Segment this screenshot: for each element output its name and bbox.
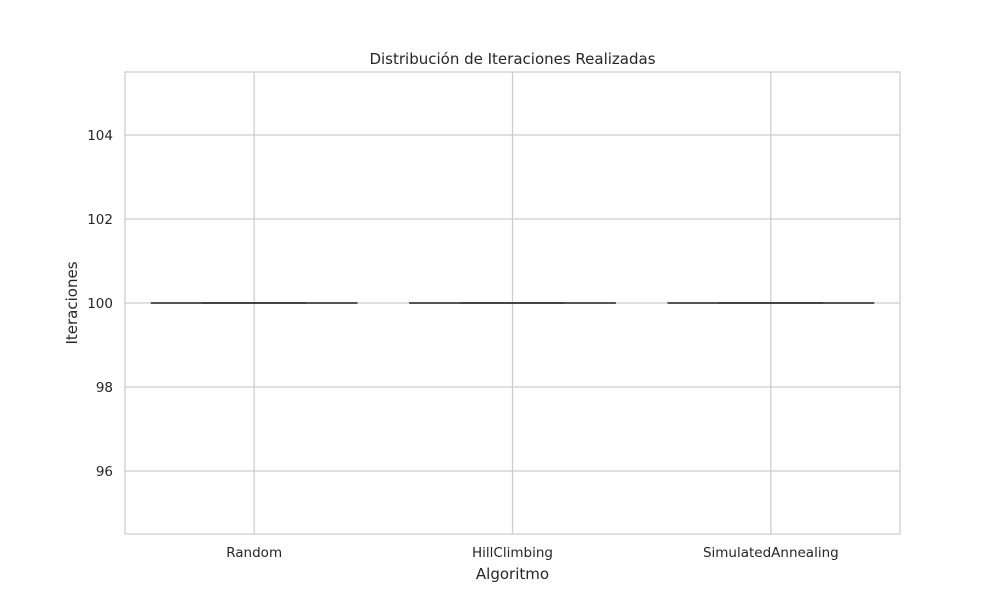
x-axis-label: Algoritmo — [476, 565, 549, 583]
y-tick-labels: 96 98 100 102 104 — [87, 128, 113, 480]
x-tick-labels: Random HillClimbing SimulatedAnnealing — [226, 545, 839, 561]
y-tick-label: 100 — [87, 296, 113, 312]
x-tick-label: Random — [226, 545, 282, 561]
y-axis-label: Iteraciones — [63, 261, 81, 344]
y-tick-label: 98 — [96, 380, 113, 396]
chart-title: Distribución de Iteraciones Realizadas — [369, 50, 655, 68]
y-tick-label: 102 — [87, 212, 113, 228]
x-tick-label: HillClimbing — [472, 545, 553, 561]
y-tick-label: 104 — [87, 128, 113, 144]
y-tick-label: 96 — [96, 464, 113, 480]
x-tick-label: SimulatedAnnealing — [703, 545, 839, 561]
